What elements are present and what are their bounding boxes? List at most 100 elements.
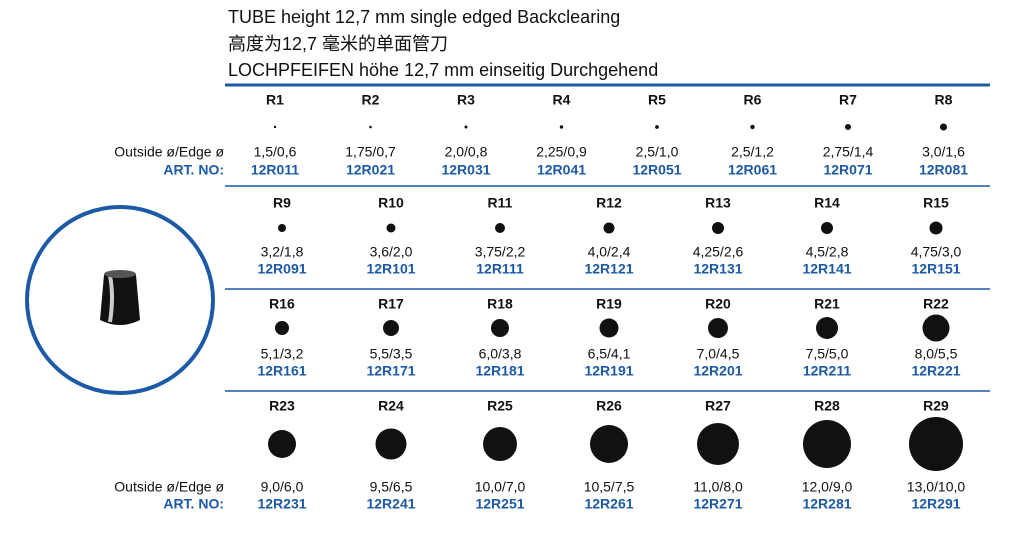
tool-dot xyxy=(816,317,838,339)
tool-size: 10,0/7,0 xyxy=(475,479,526,495)
tool-size: 8,0/5,5 xyxy=(915,346,958,362)
tool-dot xyxy=(273,125,277,129)
outside-label: Outside ø/Edge ø xyxy=(114,144,224,160)
tool-size: 3,0/1,6 xyxy=(922,144,965,160)
art-number: 12R011 xyxy=(251,162,299,178)
tool-name: R3 xyxy=(457,92,475,108)
tool-name: R19 xyxy=(596,296,622,312)
tool-name: R17 xyxy=(378,296,404,312)
art-number: 12R271 xyxy=(693,496,742,512)
tool-dot xyxy=(369,125,372,129)
art-number: 12R061 xyxy=(728,162,777,178)
tool-name: R7 xyxy=(839,92,857,108)
tool-name: R20 xyxy=(705,296,731,312)
art-number: 12R141 xyxy=(802,261,851,277)
tool-dot xyxy=(268,430,296,458)
tool-name: R11 xyxy=(488,195,513,211)
tool-size: 6,0/3,8 xyxy=(479,346,522,362)
art-number: 12R221 xyxy=(911,363,960,379)
art-number: 12R021 xyxy=(346,162,395,178)
art-label: ART. NO: xyxy=(163,496,224,512)
art-number: 12R101 xyxy=(366,261,415,277)
tool-dot xyxy=(383,320,399,336)
tool-dot xyxy=(708,318,728,338)
tool-name: R22 xyxy=(923,296,949,312)
art-number: 12R131 xyxy=(693,261,742,277)
tool-size: 2,5/1,2 xyxy=(731,144,774,160)
art-number: 12R031 xyxy=(441,162,490,178)
tool-size: 7,0/4,5 xyxy=(697,346,740,362)
art-number: 12R281 xyxy=(802,496,851,512)
tool-name: R27 xyxy=(705,398,731,414)
tool-size: 2,0/0,8 xyxy=(445,144,488,160)
tool-name: R10 xyxy=(378,195,404,211)
art-number: 12R111 xyxy=(476,261,524,277)
tool-dot xyxy=(655,125,659,129)
tool-size: 1,5/0,6 xyxy=(254,144,297,160)
tool-name: R13 xyxy=(705,195,731,211)
tool-name: R16 xyxy=(269,296,295,312)
tool-dot xyxy=(464,125,468,129)
tool-dot xyxy=(750,124,755,130)
tool-dot xyxy=(603,222,615,234)
tool-size: 13,0/10,0 xyxy=(907,479,966,495)
tool-dot xyxy=(940,123,947,131)
tool-name: R9 xyxy=(273,195,291,211)
tool-size: 9,5/6,5 xyxy=(370,479,413,495)
art-number: 12R191 xyxy=(584,363,633,379)
tool-size: 4,0/2,4 xyxy=(588,244,631,260)
tool-name: R15 xyxy=(923,195,949,211)
tube-icon xyxy=(100,270,140,325)
tool-dot xyxy=(712,222,724,234)
tool-dot xyxy=(495,223,505,233)
title-en: TUBE height 12,7 mm single edged Backcle… xyxy=(228,7,620,27)
art-number: 12R081 xyxy=(919,162,968,178)
art-number: 12R291 xyxy=(911,496,960,512)
tool-size: 9,0/6,0 xyxy=(261,479,304,495)
art-number: 12R091 xyxy=(257,261,306,277)
art-number: 12R251 xyxy=(475,496,524,512)
tool-name: R4 xyxy=(553,92,571,108)
title-de: LOCHPFEIFEN höhe 12,7 mm einseitig Durch… xyxy=(228,60,658,80)
tool-name: R2 xyxy=(362,92,380,108)
tool-size: 10,5/7,5 xyxy=(584,479,635,495)
tool-dot xyxy=(275,321,289,335)
tool-name: R8 xyxy=(935,92,953,108)
tool-dot xyxy=(590,425,628,463)
tool-size: 5,5/3,5 xyxy=(370,346,413,362)
art-number: 12R261 xyxy=(584,496,633,512)
tool-name: R14 xyxy=(814,195,840,211)
tool-size: 2,25/0,9 xyxy=(536,144,587,160)
tool-size: 7,5/5,0 xyxy=(806,346,849,362)
tool-name: R24 xyxy=(378,398,404,414)
tool-size: 3,2/1,8 xyxy=(261,244,304,260)
art-number: 12R051 xyxy=(632,162,681,178)
tool-circle xyxy=(25,205,215,395)
tool-dot xyxy=(278,224,286,232)
art-number: 12R171 xyxy=(366,363,415,379)
art-number: 12R161 xyxy=(257,363,306,379)
tool-dot xyxy=(929,221,943,235)
tool-name: R29 xyxy=(923,398,949,414)
art-number: 12R041 xyxy=(537,162,586,178)
outside-label: Outside ø/Edge ø xyxy=(114,479,224,495)
art-number: 12R231 xyxy=(257,496,306,512)
tool-size: 4,75/3,0 xyxy=(911,244,962,260)
tool-name: R12 xyxy=(596,195,622,211)
art-number: 12R241 xyxy=(366,496,415,512)
tool-name: R26 xyxy=(596,398,622,414)
tool-size: 4,5/2,8 xyxy=(806,244,849,260)
art-number: 12R121 xyxy=(584,261,633,277)
tool-name: R25 xyxy=(487,398,513,414)
tool-dot xyxy=(599,318,619,338)
art-number: 12R201 xyxy=(693,363,742,379)
tool-size: 5,1/3,2 xyxy=(261,346,304,362)
art-number: 12R181 xyxy=(475,363,524,379)
tool-dot xyxy=(803,420,851,468)
tool-dot xyxy=(491,319,509,337)
tool-size: 2,5/1,0 xyxy=(636,144,679,160)
tool-dot xyxy=(483,427,517,461)
tool-name: R5 xyxy=(648,92,666,108)
tool-dot xyxy=(697,423,739,465)
tool-name: R6 xyxy=(744,92,762,108)
